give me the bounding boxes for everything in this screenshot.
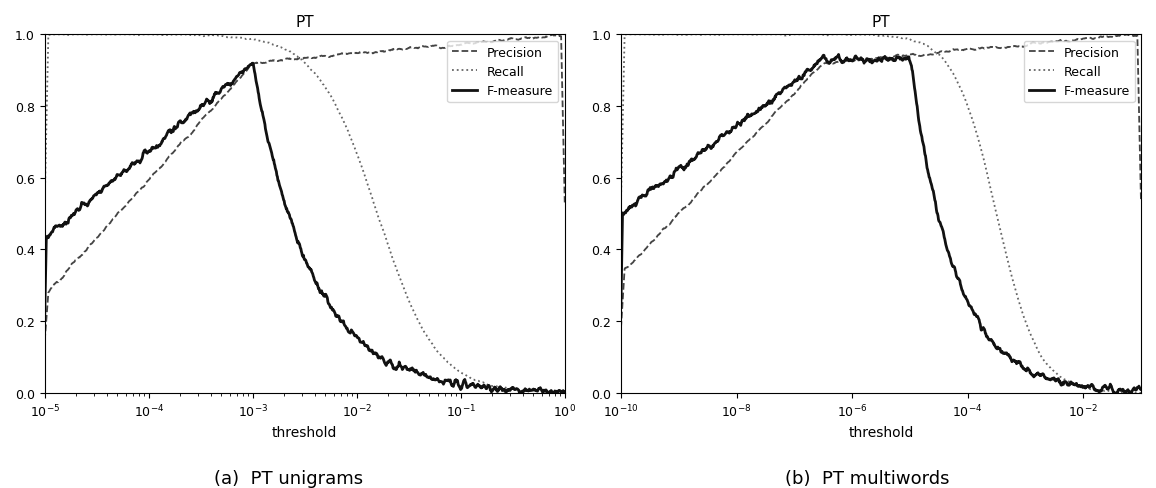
Text: (b)  PT multiwords: (b) PT multiwords: [785, 469, 949, 487]
Legend: Precision, Recall, F-measure: Precision, Recall, F-measure: [447, 41, 558, 103]
X-axis label: threshold: threshold: [849, 425, 913, 439]
Title: PT: PT: [296, 15, 314, 30]
Legend: Precision, Recall, F-measure: Precision, Recall, F-measure: [1023, 41, 1135, 103]
X-axis label: threshold: threshold: [272, 425, 338, 439]
Title: PT: PT: [872, 15, 890, 30]
Text: (a)  PT unigrams: (a) PT unigrams: [214, 469, 364, 487]
